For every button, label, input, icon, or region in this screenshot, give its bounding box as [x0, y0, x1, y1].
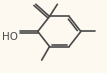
Text: HO: HO: [2, 32, 18, 41]
